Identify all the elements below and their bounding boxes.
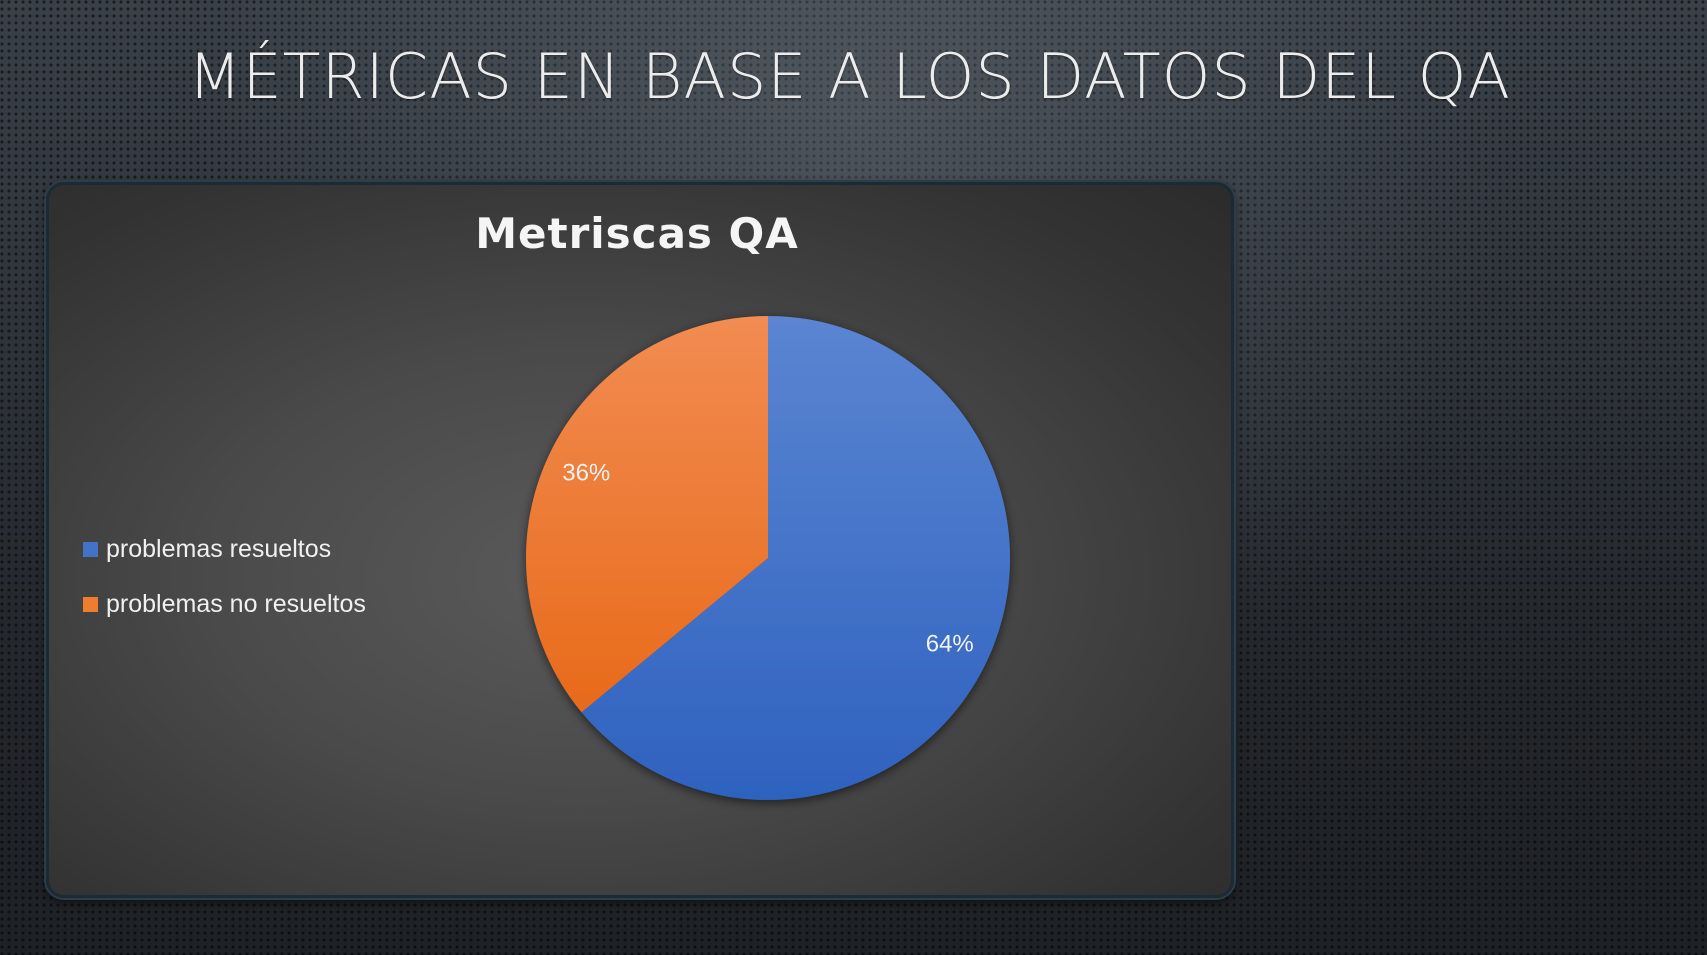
- data-label-no-resueltos: 36%: [562, 459, 610, 486]
- pie-slice-resueltos: [581, 316, 1010, 800]
- pie-slice-no-resueltos: [526, 316, 768, 713]
- chart-legend: problemas resueltos problemas no resuelt…: [83, 535, 366, 645]
- chart-panel[interactable]: Metriscas QA problemas resueltos problem…: [46, 182, 1234, 898]
- slide-title: MÉTRICAS EN BASE A LOS DATOS DEL QA: [188, 40, 1511, 113]
- pie-chart: 64% 36%: [526, 316, 1010, 800]
- legend-item-resueltos: problemas resueltos: [83, 535, 366, 563]
- legend-label-resueltos: problemas resueltos: [106, 534, 332, 563]
- legend-swatch-no-resueltos: [83, 596, 98, 612]
- chart-title: Metriscas QA: [475, 209, 799, 258]
- legend-item-no-resueltos: problemas no resueltos: [83, 590, 366, 618]
- data-label-resueltos: 64%: [926, 631, 974, 658]
- legend-label-no-resueltos: problemas no resueltos: [106, 589, 366, 618]
- legend-swatch-resueltos: [83, 541, 98, 557]
